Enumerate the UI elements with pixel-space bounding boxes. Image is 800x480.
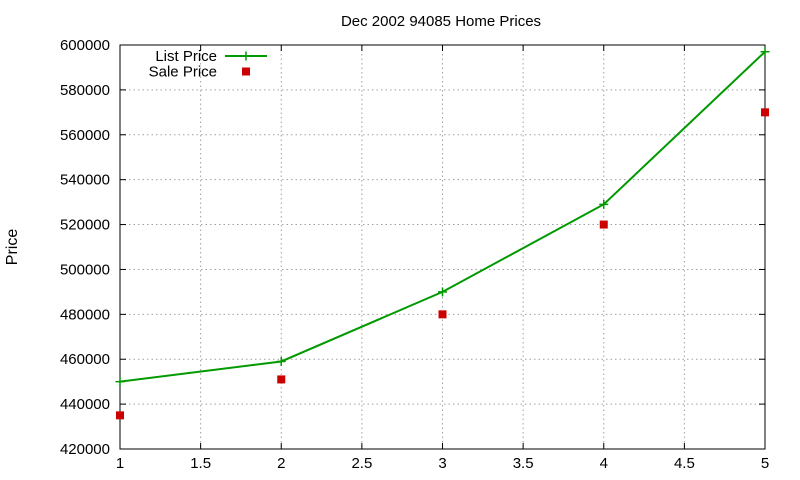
data-point-list-price (115, 377, 125, 387)
y-tick-label: 560000 (60, 127, 110, 144)
x-tick-label: 5 (761, 455, 769, 472)
y-tick-label: 520000 (60, 217, 110, 234)
y-tick-label: 460000 (60, 351, 110, 368)
y-tick-label: 480000 (60, 306, 110, 323)
axis-ticks: 1 1.5 2 2.5 3 3.5 4 4.5 5 420000 440000 460000 48000… (60, 37, 769, 472)
data-point-sale-price (116, 411, 124, 420)
legend-label: Sale Price (149, 64, 217, 81)
y-axis-label: Price (4, 229, 21, 266)
grid (120, 45, 765, 449)
y-tick-label: 540000 (60, 172, 110, 189)
x-tick-label: 3 (438, 455, 446, 472)
series-sale-price (116, 108, 769, 420)
y-tick-label: 420000 (60, 441, 110, 458)
x-tick-label: 1.5 (190, 455, 211, 472)
x-tick-label: 4 (600, 455, 608, 472)
x-tick-label: 2 (277, 455, 285, 472)
legend-swatch-marker (241, 51, 251, 61)
x-tick-label: 3.5 (513, 455, 534, 472)
legend-entry-sale-price: Sale Price (149, 64, 250, 81)
x-tick-label: 2.5 (351, 455, 372, 472)
data-point-list-price (276, 356, 286, 366)
y-tick-label: 580000 (60, 82, 110, 99)
data-point-sale-price (599, 220, 608, 229)
legend-entry-list-price: List Price (155, 48, 267, 65)
y-tick-label: 440000 (60, 396, 110, 413)
legend-swatch-marker (242, 67, 250, 76)
data-point-sale-price (277, 375, 286, 384)
series-layer (115, 47, 770, 420)
x-tick-label: 1 (116, 455, 124, 472)
series-list-price (115, 47, 770, 387)
data-point-list-price (599, 199, 609, 209)
data-point-list-price (760, 47, 770, 57)
x-tick-label: 4.5 (674, 455, 695, 472)
legend-label: List Price (155, 48, 217, 65)
chart-title: Dec 2002 94085 Home Prices (341, 13, 541, 30)
y-tick-label: 600000 (60, 37, 110, 54)
data-point-sale-price (438, 310, 447, 319)
data-point-list-price (438, 287, 447, 297)
data-point-sale-price (761, 108, 769, 117)
y-tick-label: 500000 (60, 261, 110, 278)
